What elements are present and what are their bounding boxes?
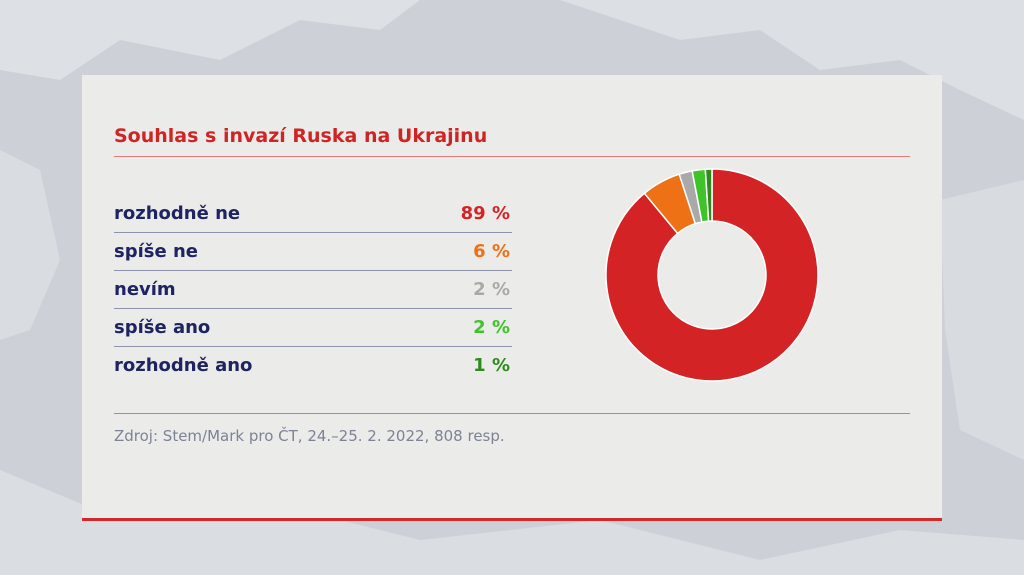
- legend-row-spise-ne: spíše ne 6 %: [114, 233, 512, 271]
- chart-card: Souhlas s invazí Ruska na Ukrajinu rozho…: [82, 75, 942, 521]
- legend-row-rozhodne-ano: rozhodně ano 1 %: [114, 347, 512, 385]
- legend-table: rozhodně ne 89 % spíše ne 6 % nevím 2 % …: [114, 195, 512, 385]
- legend-value: 2 %: [473, 279, 510, 300]
- legend-value: 6 %: [473, 241, 510, 262]
- legend-row-nevim: nevím 2 %: [114, 271, 512, 309]
- donut-slice: [605, 168, 819, 382]
- legend-value: 2 %: [473, 317, 510, 338]
- legend-label: spíše ne: [114, 241, 198, 262]
- legend-row-spise-ano: spíše ano 2 %: [114, 309, 512, 347]
- donut-slice: [704, 168, 713, 222]
- legend-label: rozhodně ano: [114, 355, 253, 376]
- source-note: Zdroj: Stem/Mark pro ČT, 24.–25. 2. 2022…: [114, 427, 505, 445]
- chart-title: Souhlas s invazí Ruska na Ukrajinu: [114, 125, 488, 147]
- donut-chart: [605, 168, 819, 382]
- legend-label: spíše ano: [114, 317, 211, 338]
- legend-value: 89 %: [460, 203, 510, 224]
- legend-label: rozhodně ne: [114, 203, 241, 224]
- legend-row-rozhodne-ne: rozhodně ne 89 %: [114, 195, 512, 233]
- title-divider: [114, 156, 910, 157]
- source-divider: [114, 413, 910, 414]
- legend-label: nevím: [114, 279, 176, 300]
- legend-value: 1 %: [473, 355, 510, 376]
